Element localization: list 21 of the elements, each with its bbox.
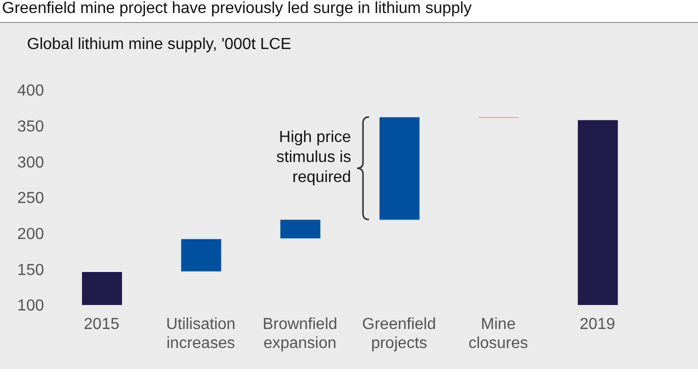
bar [578,120,618,305]
x-tick-label: Mine closures [468,316,528,352]
chart-subtitle: Global lithium mine supply, '000t LCE [27,36,292,54]
x-tick-label: 2015 [84,316,120,333]
x-tick-label: Brownfield expansion [262,316,338,352]
bar [380,117,420,220]
bar [280,220,320,238]
chart-title: Greenfield mine project have previously led surge in lithium supply [2,0,472,18]
x-tick-label: Greenfield projects [362,316,436,352]
x-tick-label: Utilisation increases [166,316,236,352]
y-tick-label: 200 [17,226,44,244]
y-tick-label: 100 [17,298,44,315]
bar [181,239,222,272]
y-tick-label: 300 [17,154,44,172]
y-tick-label: 400 [17,82,44,100]
y-tick-label: 150 [17,262,44,279]
x-tick-label: 2019 [580,316,616,333]
y-tick-label: 250 [17,190,44,208]
annotation: High price stimulus is required [275,128,352,188]
bar [82,272,122,305]
y-tick-label: 350 [17,118,44,136]
